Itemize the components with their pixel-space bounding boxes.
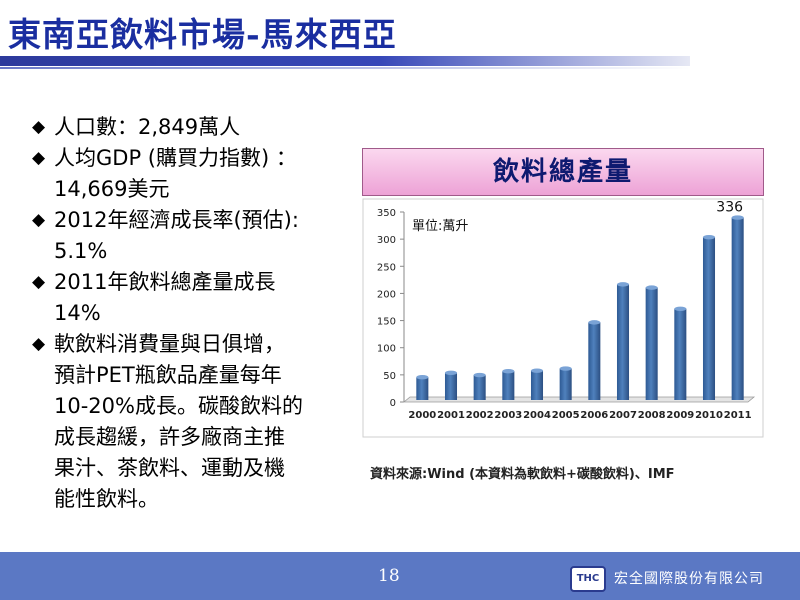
bullet-item: ◆ 2011年飲料總產量成長 14% — [32, 267, 362, 329]
bullet-line: 果汁、茶飲料、運動及機 — [54, 456, 285, 480]
bullet-line: 預計PET瓶飲品產量每年 — [54, 363, 282, 387]
x-tick-label: 2011 — [724, 410, 752, 421]
y-tick-label: 200 — [377, 289, 396, 300]
diamond-bullet-icon: ◆ — [32, 210, 46, 230]
bar-top — [616, 282, 630, 287]
bar — [731, 217, 744, 400]
x-tick-label: 2002 — [466, 410, 494, 421]
x-tick-label: 2006 — [580, 410, 608, 421]
x-tick-label: 2000 — [408, 410, 436, 421]
bullet-line: 10-20%成長。碳酸飲料的 — [54, 394, 303, 418]
y-tick-label: 50 — [383, 371, 396, 382]
bar-top — [444, 370, 458, 376]
bar-top — [416, 375, 429, 380]
company-name: 宏全國際股份有限公司 — [614, 571, 764, 587]
y-tick-label: 350 — [377, 208, 396, 219]
x-tick-label: 2009 — [666, 410, 694, 421]
slide-title: 東南亞飲料市場-馬來西亞 — [8, 15, 397, 54]
bar — [674, 308, 687, 400]
bar — [530, 370, 544, 400]
bar-top — [559, 366, 572, 371]
x-tick-label: 2005 — [552, 410, 580, 421]
x-tick-label: 2003 — [494, 410, 522, 421]
bar — [502, 371, 515, 400]
title-underline-bar — [0, 56, 690, 66]
bar-top — [645, 285, 658, 290]
bar-top — [530, 368, 544, 373]
chart-title: 飲料總產量 — [492, 157, 633, 187]
bullet-list: ◆ 人口數：2,849萬人 ◆ 人均GDP (購買力指數) ： 14,669美元 ◆ 201… — [32, 112, 362, 515]
bullet-line: 14% — [54, 301, 101, 325]
diamond-bullet-icon: ◆ — [32, 148, 46, 168]
bullet-line: 能性飲料。 — [54, 487, 159, 511]
footer-bar — [0, 552, 800, 600]
y-tick-label: 300 — [377, 235, 396, 246]
bullet-item: ◆ 人均GDP (購買力指數) ： 14,669美元 — [32, 143, 362, 205]
x-axis-floor — [402, 396, 756, 403]
diamond-bullet-icon: ◆ — [32, 117, 46, 137]
bullet-item: ◆ 軟飲料消費量與日俱增， 預計PET瓶飲品產量每年 10-20%成長。碳酸飲料的 成長… — [32, 329, 362, 515]
bullet-line: 軟飲料消費量與日俱增， — [54, 332, 285, 356]
chart-area: 0 50 100 150 200 250 300 350 單位:萬升 2000 2001 2002 20… — [362, 198, 764, 438]
bar — [473, 375, 486, 400]
diamond-bullet-icon: ◆ — [32, 334, 46, 354]
bullet-line: 人均GDP (購買力指數) ： — [54, 146, 297, 170]
source-note: 資料來源:Wind (本資料為軟飲料+碳酸飲料)、IMF — [370, 467, 675, 482]
bullet-line: 5.1% — [54, 239, 108, 263]
bar — [588, 322, 601, 400]
x-tick-label: 2010 — [695, 410, 723, 421]
y-tick-label: 100 — [377, 344, 396, 355]
x-tick-label: 2007 — [609, 410, 637, 421]
bullet-line: 成長趨緩，許多廠商主推 — [54, 425, 285, 449]
y-tick-label: 0 — [390, 398, 396, 409]
y-tick-label: 150 — [377, 317, 396, 328]
diamond-bullet-icon: ◆ — [32, 272, 46, 292]
bullet-line: 人口數：2,849萬人 — [54, 115, 241, 139]
bullet-item: ◆ 2012年經濟成長率(預估): 5.1% — [32, 205, 362, 267]
company-logo: THC — [570, 566, 606, 592]
bullet-item: ◆ 人口數：2,849萬人 — [32, 112, 362, 143]
bar — [616, 284, 630, 400]
bar-top — [473, 372, 486, 378]
data-label: 336 — [716, 200, 743, 216]
x-tick-label: 2008 — [638, 410, 666, 421]
bar-top — [731, 215, 744, 220]
title-underline-line — [0, 67, 690, 69]
x-tick-label: 2004 — [523, 410, 551, 421]
bar-top — [674, 306, 687, 311]
bar — [416, 377, 429, 400]
page-number: 18 — [378, 566, 400, 586]
chart-title-box: 飲料總產量 — [362, 148, 764, 196]
bar-top — [702, 234, 716, 240]
bullet-line: 2012年經濟成長率(預估): — [54, 208, 299, 232]
bullet-line: 14,669美元 — [54, 177, 170, 201]
bar — [444, 372, 458, 400]
bar — [645, 287, 658, 400]
bullet-line: 2011年飲料總產量成長 — [54, 270, 276, 294]
unit-label: 單位:萬升 — [412, 219, 468, 234]
x-tick-label: 2001 — [437, 410, 465, 421]
bar-top — [502, 369, 515, 374]
bar-top — [588, 320, 601, 325]
bar — [702, 237, 716, 400]
y-tick-label: 250 — [377, 262, 396, 273]
bar — [559, 368, 572, 400]
